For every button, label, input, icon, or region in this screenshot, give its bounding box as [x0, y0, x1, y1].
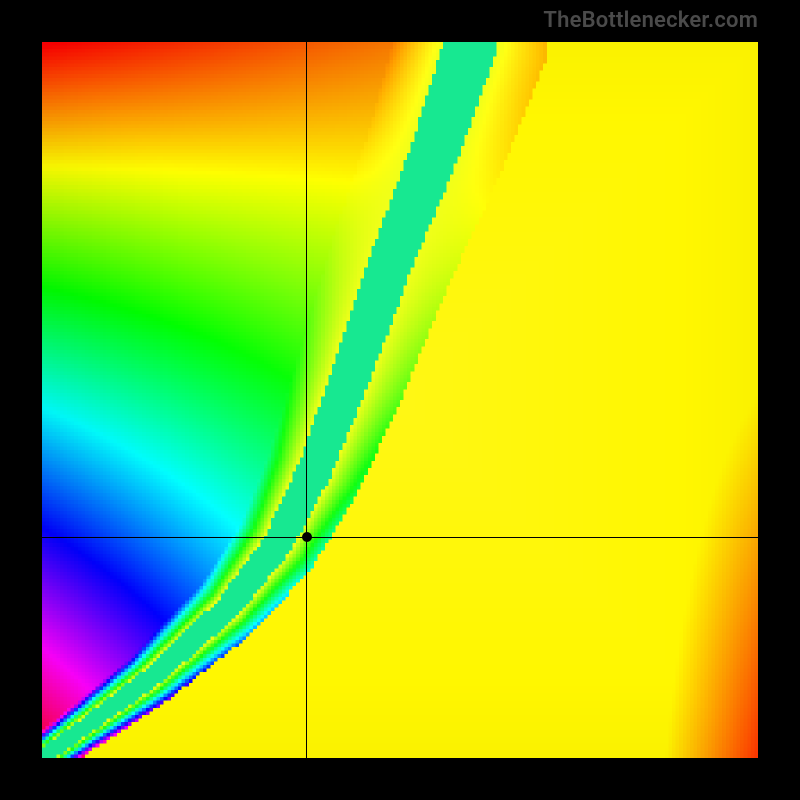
watermark-text: TheBottlenecker.com — [543, 8, 758, 33]
heatmap-plot-area — [42, 42, 758, 758]
heatmap-canvas — [42, 42, 758, 758]
